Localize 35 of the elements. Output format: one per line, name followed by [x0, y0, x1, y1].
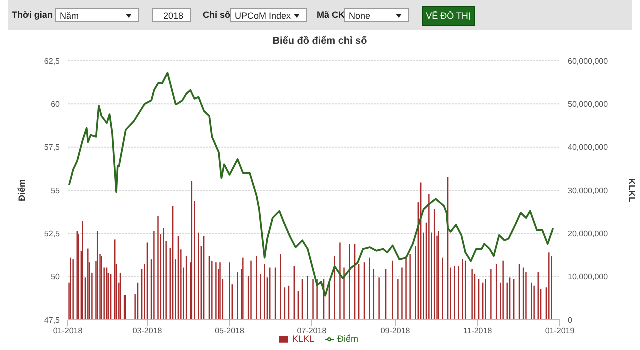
- x-tick-label: 05-2018: [215, 326, 245, 336]
- y2-tick-label: 10,000,000: [568, 272, 609, 282]
- legend-label: KLKL: [292, 334, 314, 344]
- y-tick-label: 52,5: [44, 230, 61, 239]
- y2-tick-label: 50,000,000: [568, 100, 609, 110]
- y-tick-label: 57,5: [44, 143, 61, 152]
- x-tick-label: 01-2019: [545, 326, 576, 336]
- y2-axis-title: KLKL: [626, 178, 637, 203]
- y-axis-title: Điểm: [17, 179, 28, 202]
- chart-title: Biểu đồ điểm chỉ số: [272, 36, 368, 47]
- text: None: [344, 8, 409, 22]
- y-tick-label: 50: [51, 272, 61, 282]
- x-tick-label: 11-2018: [463, 326, 493, 336]
- text: 2018: [152, 8, 191, 22]
- text: Năm: [55, 8, 139, 22]
- x-tick-label: 03-2018: [132, 326, 163, 336]
- y-tick-label: 55: [51, 186, 61, 196]
- y2-tick-label: 20,000,000: [568, 230, 609, 239]
- y-tick-label: 62,5: [44, 56, 61, 66]
- text: VẼ ĐỒ THỊ: [422, 6, 475, 26]
- y2-tick-label: 60,000,000: [568, 56, 609, 66]
- x-tick-label: 01-2018: [53, 326, 84, 336]
- line-series: [68, 72, 554, 297]
- y2-tick-label: 0: [568, 316, 573, 325]
- y2-tick-label: 30,000,000: [568, 186, 609, 196]
- text: UPCoM Index: [230, 8, 307, 22]
- text: Mã CK: [317, 9, 346, 22]
- x-tick-label: 09-2018: [380, 326, 411, 336]
- y-tick-label: 47,5: [44, 316, 61, 325]
- x-tick-label: 07-2018: [297, 326, 328, 336]
- legend-label: Điểm: [338, 334, 359, 344]
- text: Chỉ số: [203, 9, 231, 22]
- y2-tick-label: 40,000,000: [568, 143, 609, 152]
- y-tick-label: 60: [51, 100, 61, 110]
- text: Thời gian: [12, 9, 53, 22]
